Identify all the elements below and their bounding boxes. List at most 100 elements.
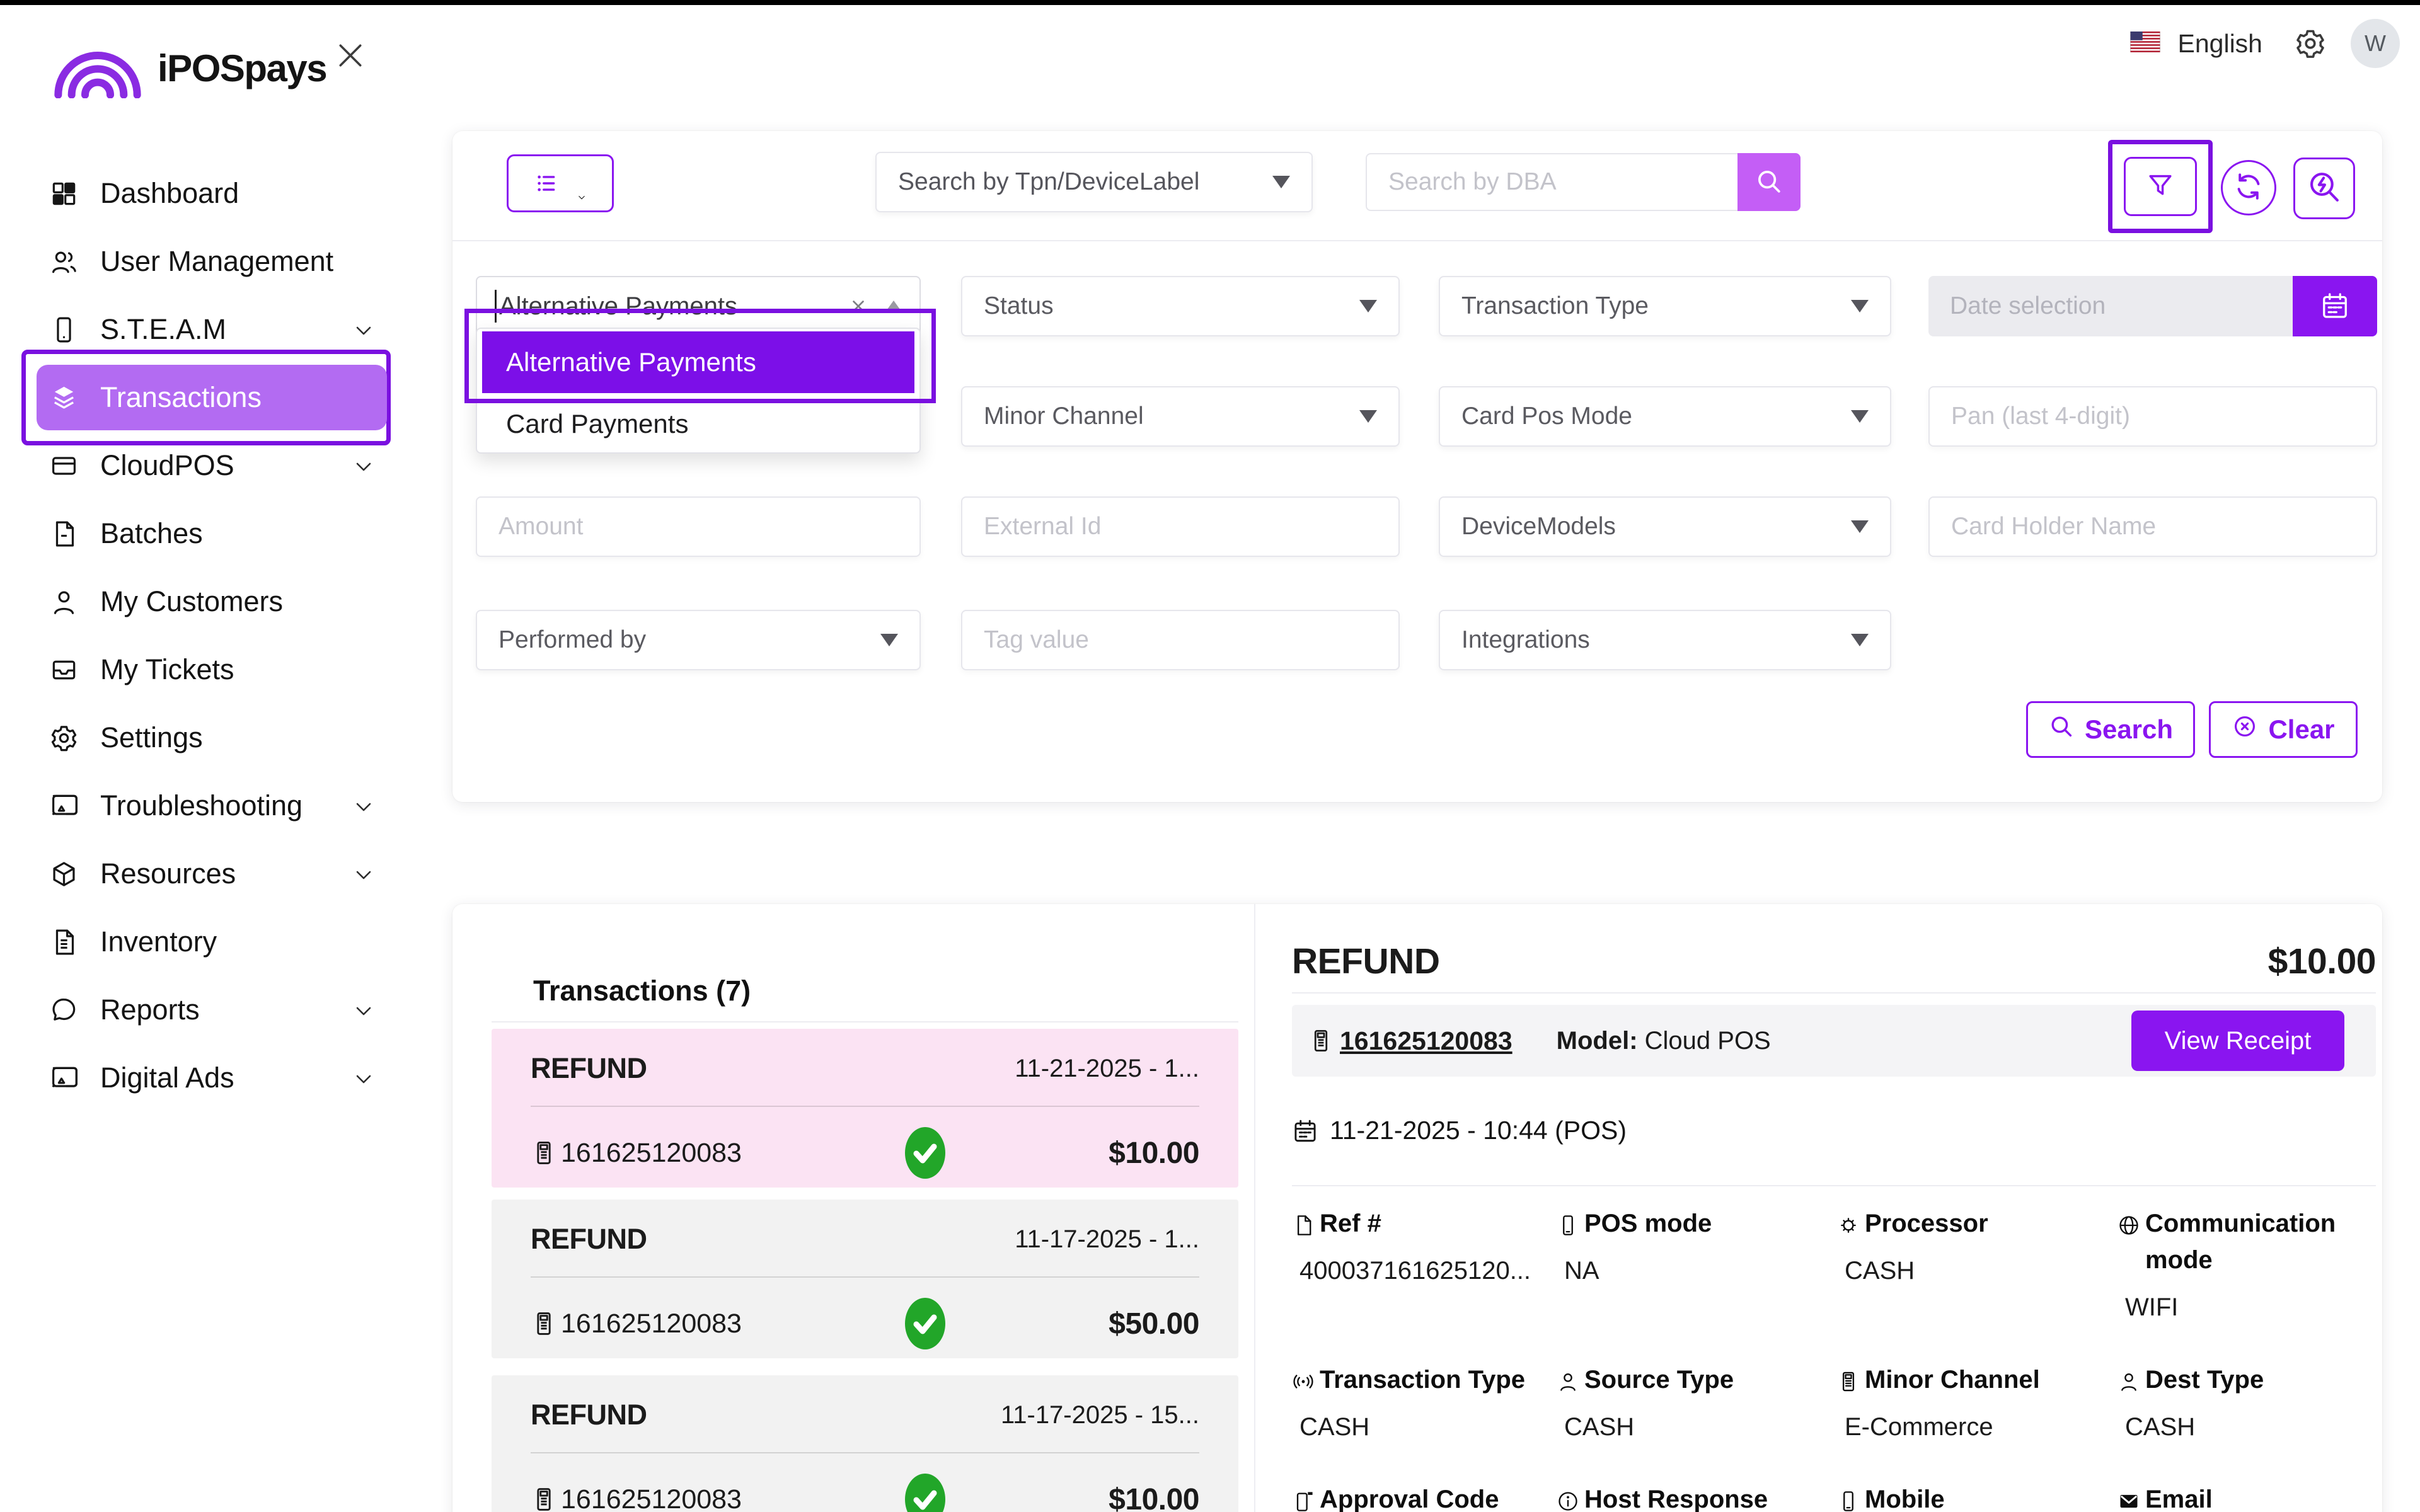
triangle-down-icon bbox=[1851, 300, 1869, 312]
sidebar-item-digital-ads[interactable]: Digital Ads bbox=[0, 1044, 410, 1112]
sidebar-item-cloudpos[interactable]: CloudPOS bbox=[0, 432, 410, 500]
triangle-up-icon bbox=[885, 301, 902, 312]
tag-value-field-wrap bbox=[961, 610, 1400, 670]
performed-by-select[interactable]: Performed by bbox=[476, 610, 921, 670]
dropdown-option-card-payments[interactable]: Card Payments bbox=[506, 409, 689, 438]
transaction-date: 11-17-2025 - 1... bbox=[1015, 1225, 1199, 1253]
sidebar-item-transactions-pill[interactable]: Transactions bbox=[37, 365, 387, 430]
sidebar-item-user-management[interactable]: User Management bbox=[0, 227, 410, 295]
amount-input[interactable] bbox=[476, 496, 921, 557]
filter-toggle-button[interactable] bbox=[2124, 157, 2197, 216]
sidebar-item-settings[interactable]: Settings bbox=[0, 704, 410, 772]
detail-field-value: CASH bbox=[1564, 1413, 1635, 1441]
toolbar-divider bbox=[452, 240, 2382, 241]
credit-card-icon bbox=[49, 451, 79, 481]
file-minus-icon bbox=[49, 519, 79, 549]
clear-selection-icon[interactable] bbox=[848, 295, 869, 317]
transaction-row[interactable]: REFUND 11-21-2025 - 1... 161625120083 $1… bbox=[492, 1029, 1238, 1188]
sidebar-item-dashboard[interactable]: Dashboard bbox=[0, 159, 410, 227]
sidebar-item-inventory[interactable]: Inventory bbox=[0, 908, 410, 976]
view-receipt-button[interactable]: View Receipt bbox=[2131, 1011, 2344, 1071]
sidebar-item-my-customers[interactable]: My Customers bbox=[0, 568, 410, 636]
integrations-select[interactable]: Integrations bbox=[1439, 610, 1891, 670]
sidebar-item-troubleshooting[interactable]: Troubleshooting bbox=[0, 772, 410, 840]
list-view-icon bbox=[534, 169, 563, 198]
detail-divider bbox=[1292, 1185, 2376, 1186]
minor-channel-select[interactable]: Minor Channel bbox=[961, 386, 1400, 447]
card-holder-name-input[interactable] bbox=[1928, 496, 2377, 557]
transaction-amount: $50.00 bbox=[1109, 1307, 1199, 1341]
date-selection-field[interactable]: Date selection bbox=[1928, 276, 2377, 336]
performed-by-label: Performed by bbox=[498, 626, 647, 653]
detail-tpn-link[interactable]: 161625120083 bbox=[1340, 1026, 1512, 1055]
layers-icon bbox=[49, 383, 79, 413]
detail-field-grid: Ref #400037161625120... POS mode NA Proce… bbox=[1292, 1205, 2376, 1512]
detail-field-value: CASH bbox=[2125, 1413, 2196, 1441]
transaction-amount: $10.00 bbox=[1109, 1136, 1199, 1170]
detail-field-minor-channel: Minor Channel E-Commerce bbox=[1837, 1361, 2118, 1446]
sidebar-item-my-tickets[interactable]: My Tickets bbox=[0, 636, 410, 704]
settings-gear-icon[interactable] bbox=[2294, 27, 2327, 60]
processor-icon bbox=[1837, 1210, 1860, 1233]
model-label: Model: bbox=[1556, 1026, 1638, 1055]
external-id-field-wrap bbox=[961, 496, 1400, 557]
chevron-down-icon bbox=[352, 1066, 376, 1090]
view-switcher-button[interactable] bbox=[507, 154, 614, 212]
amount-field-wrap bbox=[476, 496, 921, 557]
refresh-button[interactable] bbox=[2221, 160, 2276, 215]
detail-field-email: EmailNA bbox=[2118, 1481, 2376, 1512]
circle-x-icon bbox=[2232, 713, 2258, 746]
tag-value-input[interactable] bbox=[961, 610, 1400, 670]
approved-check-icon bbox=[904, 1297, 946, 1351]
chevron-down-icon bbox=[352, 862, 376, 886]
sidebar-item-label: Troubleshooting bbox=[100, 789, 303, 822]
sidebar-item-resources[interactable]: Resources bbox=[0, 840, 410, 908]
clear-button[interactable]: Clear bbox=[2209, 701, 2358, 758]
quick-search-button[interactable] bbox=[2293, 158, 2355, 219]
transaction-row[interactable]: REFUND 11-17-2025 - 15... 161625120083 $… bbox=[492, 1375, 1238, 1512]
search-dba-group bbox=[1366, 153, 1801, 211]
payment-category-combobox[interactable]: Alternative Payments bbox=[476, 276, 921, 336]
row-divider bbox=[531, 1452, 1199, 1453]
detail-field-transaction-type: Transaction Type CASH bbox=[1292, 1361, 1557, 1446]
sidebar-item-label: Batches bbox=[100, 517, 203, 549]
sidebar-item-reports[interactable]: Reports bbox=[0, 976, 410, 1044]
search-button[interactable]: Search bbox=[2026, 701, 2195, 758]
sidebar-item-label: My Tickets bbox=[100, 653, 234, 685]
status-select[interactable]: Status bbox=[961, 276, 1400, 336]
file-text-icon bbox=[49, 927, 79, 957]
inbox-icon bbox=[49, 655, 79, 685]
file-icon bbox=[1292, 1210, 1315, 1235]
language-label[interactable]: English bbox=[2177, 28, 2262, 58]
card-pos-mode-select[interactable]: Card Pos Mode bbox=[1439, 386, 1891, 447]
transaction-row[interactable]: REFUND 11-17-2025 - 1... 161625120083 $5… bbox=[492, 1200, 1238, 1358]
dba-search-button[interactable] bbox=[1737, 153, 1801, 211]
sidebar-item-steam[interactable]: S.T.E.A.M bbox=[0, 295, 410, 364]
sidebar-item-transactions[interactable]: Transactions bbox=[0, 350, 410, 445]
brand-name: iPOSpays bbox=[158, 47, 328, 89]
sidebar-item-label: Dashboard bbox=[100, 177, 239, 209]
transaction-type-select[interactable]: Transaction Type bbox=[1439, 276, 1891, 336]
search-icon bbox=[2048, 713, 2075, 746]
device-models-select[interactable]: DeviceModels bbox=[1439, 496, 1891, 557]
external-id-input[interactable] bbox=[961, 496, 1400, 557]
triangle-down-icon bbox=[1851, 634, 1869, 646]
sidebar-close-icon[interactable] bbox=[333, 38, 368, 73]
date-selection-placeholder[interactable]: Date selection bbox=[1928, 276, 2293, 336]
minor-channel-label: Minor Channel bbox=[984, 403, 1144, 430]
detail-transaction-type: REFUND bbox=[1292, 941, 1440, 982]
pan-input[interactable] bbox=[1928, 386, 2377, 447]
device-models-label: DeviceModels bbox=[1461, 513, 1616, 540]
calendar-button[interactable] bbox=[2293, 276, 2377, 336]
sidebar-item-batches[interactable]: Batches bbox=[0, 500, 410, 568]
search-dba-input[interactable] bbox=[1366, 153, 1737, 211]
row-divider bbox=[531, 1106, 1199, 1107]
pos-terminal-icon bbox=[531, 1140, 557, 1166]
avatar[interactable]: W bbox=[2351, 19, 2400, 68]
detail-field-value: 400037161625120... bbox=[1299, 1257, 1531, 1285]
search-tpn-select[interactable]: Search by Tpn/DeviceLabel bbox=[875, 152, 1313, 212]
dropdown-option-alternative-payments[interactable]: Alternative Payments bbox=[482, 331, 914, 393]
triangle-down-icon bbox=[1851, 410, 1869, 423]
transactions-list-header: Transactions (7) bbox=[533, 975, 751, 1007]
